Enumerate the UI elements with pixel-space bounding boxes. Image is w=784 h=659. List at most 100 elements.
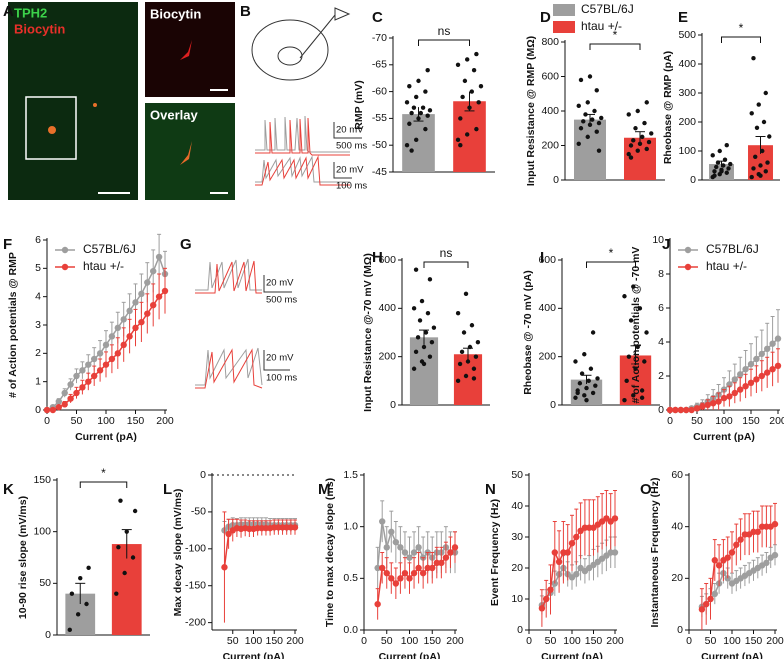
data-point <box>588 366 594 371</box>
data-point <box>749 174 754 180</box>
legend-marker <box>684 246 692 254</box>
data-point <box>726 393 733 400</box>
data-point <box>763 90 768 96</box>
data-point <box>459 349 465 355</box>
data-point <box>555 558 563 565</box>
data-point <box>573 571 580 578</box>
data-point <box>594 88 599 93</box>
data-point <box>415 335 421 340</box>
data-point <box>585 134 590 140</box>
data-point <box>633 366 638 371</box>
y-tick-label: -55 <box>372 112 387 124</box>
data-point <box>144 310 151 317</box>
data-point <box>69 591 75 596</box>
y-tick-label: -60 <box>372 85 387 97</box>
trace <box>195 260 262 294</box>
data-point <box>392 580 400 587</box>
y-tick-label: 1 <box>35 375 41 387</box>
y-tick-label: 60 <box>671 469 683 481</box>
data-point <box>761 119 767 125</box>
data-point <box>717 148 722 154</box>
inset-box <box>25 96 77 160</box>
legend-marker <box>61 246 69 254</box>
data-point <box>677 406 684 414</box>
y-tick-label: 3 <box>35 319 41 331</box>
data-point <box>73 372 80 380</box>
y-tick-label: 200 <box>678 116 696 128</box>
y-tick-label: 200 <box>538 350 556 362</box>
y-axis-title: Rheobase @ RMP (pA) <box>662 51 674 164</box>
cell <box>93 103 97 107</box>
y-tick-label: 400 <box>538 302 556 314</box>
data-point <box>465 359 471 364</box>
data-point <box>753 154 758 159</box>
y-tick-label: 500 <box>678 29 696 41</box>
data-point <box>753 376 760 383</box>
x-tick-label: 200 <box>606 635 624 647</box>
data-point <box>455 137 461 143</box>
data-point <box>438 559 445 567</box>
data-point <box>639 388 645 393</box>
x-axis-title: Current (pA) <box>701 651 763 659</box>
significance: ns <box>438 24 451 38</box>
data-point <box>711 590 718 598</box>
panel-letter: J <box>662 236 670 253</box>
data-point <box>469 323 475 328</box>
panel-letter: H <box>372 249 383 266</box>
data-point <box>758 163 763 168</box>
data-point <box>582 352 587 357</box>
y-tick-label: 200 <box>541 139 559 151</box>
y-tick-label: -50 <box>191 506 206 518</box>
data-point <box>767 134 772 139</box>
data-point <box>710 400 717 407</box>
y-axis-title: # of Action potentials @ RMP <box>7 252 19 398</box>
data-point <box>628 155 634 160</box>
data-point <box>769 366 776 373</box>
data-point <box>633 126 638 131</box>
data-point <box>642 359 647 364</box>
data-point <box>573 533 580 541</box>
y-tick-label: 150 <box>33 474 51 486</box>
data-point <box>704 401 711 409</box>
data-point <box>108 355 116 363</box>
data-point <box>590 330 596 335</box>
data-point <box>568 540 576 547</box>
data-point <box>731 376 738 383</box>
data-point <box>429 564 436 572</box>
significance-bracket <box>589 43 641 50</box>
data-point <box>374 564 381 572</box>
y-tick-label: -45 <box>372 166 387 178</box>
data-point <box>543 595 550 603</box>
panel-letter: O <box>640 481 652 498</box>
data-point <box>763 169 768 174</box>
data-point <box>120 341 127 349</box>
data-point <box>425 67 430 73</box>
data-point <box>458 143 463 148</box>
data-point <box>407 84 412 89</box>
y-axis-title: Max decay slope (mV/ms) <box>172 489 184 617</box>
x-tick-label: 200 <box>156 415 174 427</box>
y-tick-label: 4 <box>658 336 664 348</box>
significance-bracket <box>423 261 469 268</box>
x-axis-title: Current (pA) <box>541 651 603 659</box>
data-point <box>460 94 465 100</box>
data-point <box>644 100 649 105</box>
legend-swatch <box>553 4 575 16</box>
significance-bracket <box>79 481 128 488</box>
data-point <box>75 612 81 617</box>
data-point <box>624 378 629 384</box>
scale-bar <box>263 275 292 293</box>
data-point <box>471 67 477 73</box>
data-point <box>155 253 163 261</box>
data-point <box>474 126 479 132</box>
y-tick-label: 6 <box>35 234 41 246</box>
micrograph <box>8 2 138 200</box>
bar <box>111 544 142 635</box>
y-tick-label: 1.5 <box>343 469 358 481</box>
data-point <box>409 110 414 116</box>
x-tick-label: 100 <box>723 635 741 647</box>
data-point <box>583 112 588 117</box>
data-point <box>465 132 470 137</box>
data-point <box>579 371 585 376</box>
data-point <box>737 371 744 378</box>
